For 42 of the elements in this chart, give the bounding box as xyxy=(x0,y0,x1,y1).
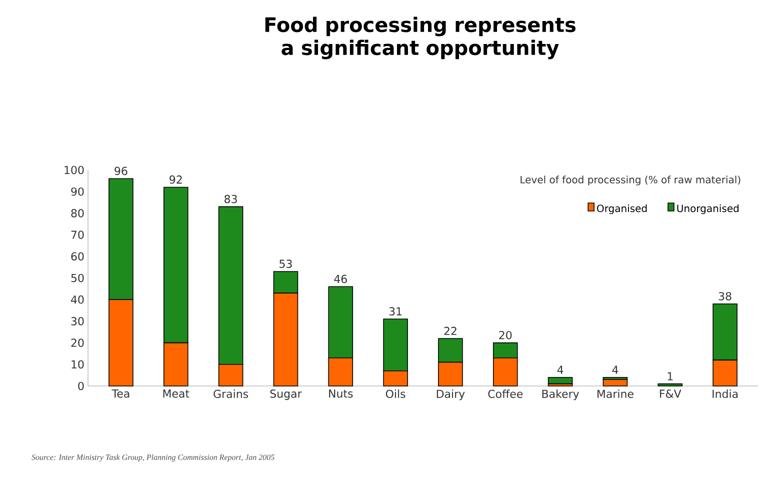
y-tick-label: 70 xyxy=(71,230,84,239)
x-tick-label: Coffee xyxy=(488,390,523,398)
source-note: Source: Inter Ministry Task Group, Planning Commission Report, Jan 2005 xyxy=(32,454,274,462)
total-label: 38 xyxy=(718,292,732,300)
x-tick-label: India xyxy=(712,390,738,398)
y-tick-label: 10 xyxy=(72,360,84,369)
legend-label: Unorganised xyxy=(677,204,739,214)
x-tick-label: Meat xyxy=(163,390,190,398)
total-label: 4 xyxy=(612,366,618,374)
total-label: 92 xyxy=(170,175,182,184)
chart-title: Food processing represents a significant opportunity xyxy=(265,16,576,60)
x-tick-label: Bakery xyxy=(542,390,580,400)
y-tick-label: 100 xyxy=(64,166,84,174)
total-label: 96 xyxy=(114,166,128,176)
x-tick-label: Oils xyxy=(386,390,406,398)
total-label: 20 xyxy=(499,330,512,340)
x-tick-label: Nuts xyxy=(329,390,353,398)
legend-label: Organised xyxy=(597,204,647,214)
y-tick-label: 90 xyxy=(71,187,84,196)
total-label: 1 xyxy=(668,372,673,380)
y-tick-label: 60 xyxy=(71,252,84,261)
total-label: 22 xyxy=(444,326,456,335)
x-tick-label: Sugar xyxy=(270,390,302,400)
y-tick-label: 80 xyxy=(71,209,84,218)
total-label: 4 xyxy=(557,366,564,374)
x-tick-label: F&V xyxy=(660,390,682,398)
total-label: 53 xyxy=(280,260,292,268)
x-tick-label: Grains xyxy=(214,390,248,398)
bar xyxy=(602,379,628,386)
y-tick-label: 50 xyxy=(71,274,84,282)
total-label: 31 xyxy=(389,307,402,316)
total-label: 46 xyxy=(334,274,347,284)
legend-title: Level of food processing (% of raw material) xyxy=(520,176,740,186)
bar xyxy=(658,383,683,386)
total-label: 83 xyxy=(224,194,237,204)
x-tick-label: Tea xyxy=(112,390,130,398)
y-tick-label: 20 xyxy=(71,338,84,347)
y-tick-label: 40 xyxy=(71,295,84,304)
x-tick-label: Dairy xyxy=(436,390,465,400)
y-tick-label: 0 xyxy=(78,382,84,390)
x-tick-label: Marine xyxy=(598,390,634,398)
y-tick-label: 30 xyxy=(71,317,84,326)
